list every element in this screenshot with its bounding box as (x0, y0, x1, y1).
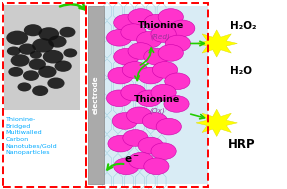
Circle shape (129, 152, 154, 169)
Circle shape (29, 59, 46, 70)
Circle shape (127, 107, 152, 124)
Circle shape (32, 38, 54, 53)
Circle shape (18, 82, 31, 91)
Text: e$^-$: e$^-$ (124, 154, 140, 165)
Circle shape (59, 27, 75, 37)
Text: Thionine-
Bridged
Multiwalled
Carbon
Nanotubes/Gold
Nanoparticles: Thionine- Bridged Multiwalled Carbon Nan… (5, 117, 57, 155)
Polygon shape (196, 30, 237, 57)
Circle shape (38, 27, 59, 41)
Circle shape (170, 20, 195, 37)
Circle shape (114, 48, 139, 65)
Circle shape (122, 62, 148, 78)
Circle shape (24, 24, 42, 36)
Text: (Red): (Red) (150, 34, 170, 40)
Circle shape (151, 26, 176, 42)
Circle shape (137, 90, 162, 107)
Circle shape (47, 77, 65, 89)
Circle shape (151, 84, 176, 101)
Circle shape (158, 9, 183, 25)
Text: Thionine: Thionine (134, 95, 181, 104)
Circle shape (164, 96, 189, 112)
Circle shape (108, 135, 133, 152)
Circle shape (165, 35, 191, 52)
Circle shape (114, 14, 139, 31)
Circle shape (121, 24, 146, 40)
Circle shape (6, 31, 28, 45)
Circle shape (121, 84, 146, 101)
Circle shape (152, 62, 178, 78)
Circle shape (151, 143, 176, 160)
Text: H₂O₂: H₂O₂ (230, 21, 256, 30)
Circle shape (128, 43, 153, 59)
Bar (88, 6, 104, 184)
Circle shape (138, 137, 163, 154)
Circle shape (30, 51, 42, 59)
Circle shape (19, 43, 36, 55)
Text: H₂O: H₂O (230, 66, 252, 76)
Text: (Ox): (Ox) (150, 107, 165, 114)
Circle shape (156, 118, 181, 135)
Text: Thionine: Thionine (137, 21, 184, 30)
Circle shape (106, 29, 132, 46)
Circle shape (43, 50, 63, 64)
Circle shape (32, 85, 48, 96)
Circle shape (55, 60, 72, 72)
Circle shape (128, 9, 153, 25)
Circle shape (142, 113, 168, 129)
Circle shape (165, 73, 190, 90)
Circle shape (106, 90, 132, 107)
Circle shape (144, 14, 169, 31)
Circle shape (11, 54, 30, 67)
Text: electrode: electrode (93, 75, 99, 114)
Circle shape (158, 45, 183, 61)
Text: HRP: HRP (228, 138, 256, 151)
Circle shape (48, 36, 67, 48)
Circle shape (8, 67, 23, 77)
Circle shape (114, 158, 139, 175)
Circle shape (144, 48, 169, 65)
Bar (104, 6, 208, 184)
Circle shape (63, 48, 77, 57)
Circle shape (137, 31, 162, 48)
Circle shape (38, 66, 57, 78)
Circle shape (138, 67, 163, 84)
Circle shape (7, 46, 21, 56)
Circle shape (123, 130, 148, 146)
Circle shape (108, 67, 133, 84)
Circle shape (112, 113, 137, 129)
Circle shape (144, 158, 169, 175)
Polygon shape (196, 109, 237, 136)
Circle shape (23, 70, 39, 81)
Bar (4, 5, 80, 110)
